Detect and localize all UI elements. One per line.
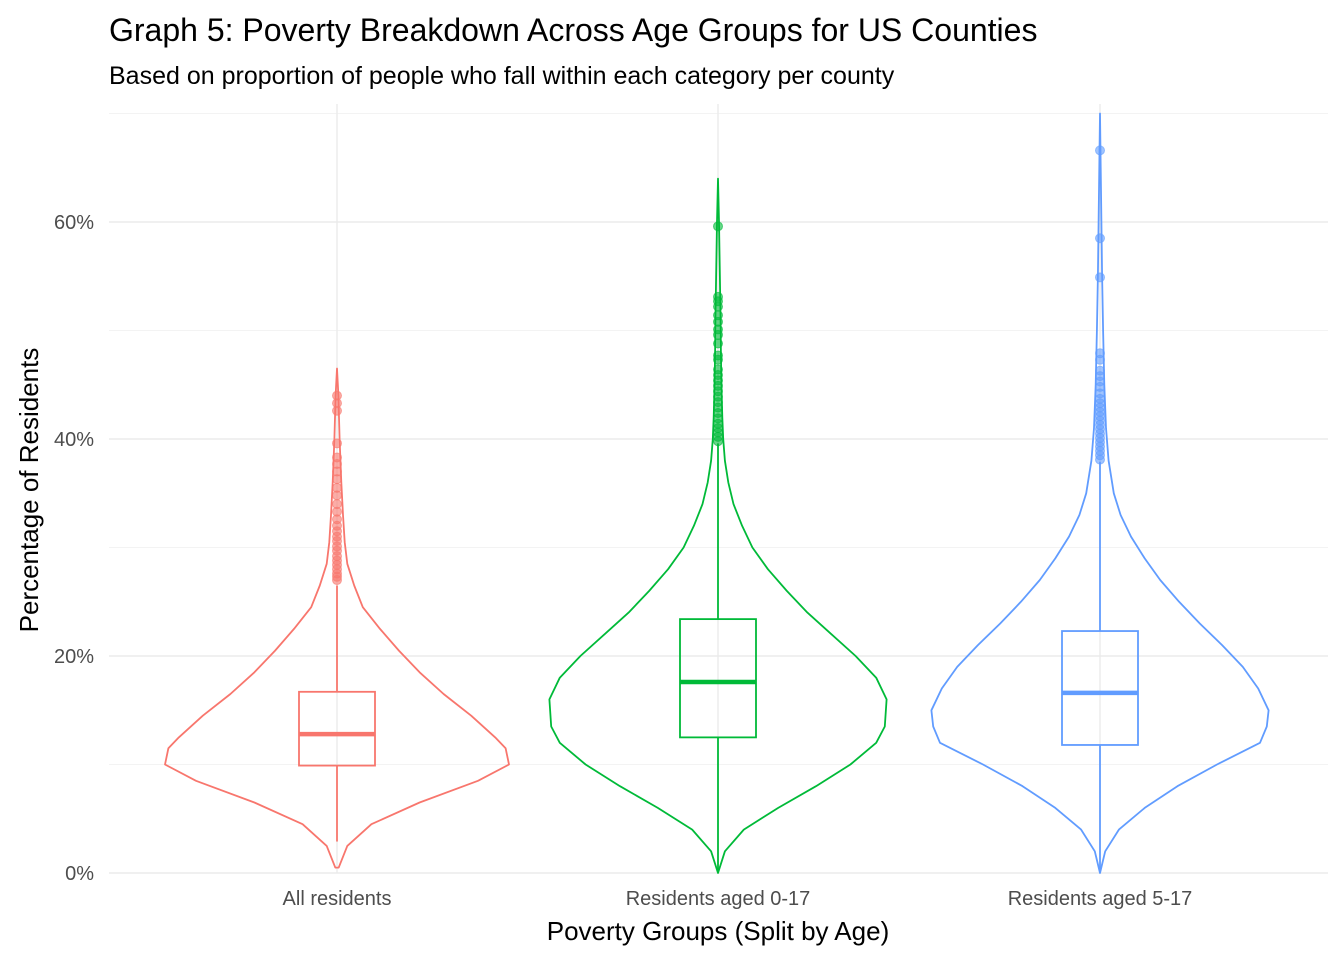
outlier-point [1095, 365, 1105, 376]
boxplots [298, 443, 1139, 873]
outlier-point [713, 310, 723, 321]
outlier-point [713, 291, 723, 302]
outlier-point [332, 438, 342, 449]
violins [164, 112, 1270, 874]
x-tick-label: Residents aged 0-17 [626, 888, 811, 910]
x-tick-label: All residents [283, 888, 392, 910]
outlier-points [332, 145, 1105, 586]
y-axis-title: Percentage of Residents [14, 348, 44, 633]
outlier-point [1095, 233, 1105, 244]
chart-title: Graph 5: Poverty Breakdown Across Age Gr… [109, 12, 1037, 48]
y-tick-label: 60% [54, 212, 94, 234]
outlier-point [1095, 145, 1105, 156]
x-tick-label: Residents aged 5-17 [1008, 888, 1193, 910]
outlier-point [332, 452, 342, 463]
y-tick-label: 40% [54, 429, 94, 451]
box-iqr [1061, 630, 1139, 746]
violin-1 [164, 367, 510, 869]
outlier-point [713, 350, 723, 361]
y-axis-tick-labels: 0% 20% 40% 60% [54, 212, 94, 885]
outlier-point [332, 499, 342, 510]
y-tick-label: 0% [65, 863, 94, 885]
outlier-point [1095, 348, 1105, 359]
y-tick-label: 20% [54, 646, 94, 668]
x-axis-tick-labels: All residents Residents aged 0-17 Resident… [283, 888, 1193, 910]
chart-subtitle: Based on proportion of people who fall w… [109, 62, 895, 90]
outlier-point [713, 364, 723, 375]
x-axis-title: Poverty Groups (Split by Age) [547, 916, 889, 946]
outlier-point [332, 482, 342, 493]
outlier-point [713, 221, 723, 232]
box-iqr [679, 618, 757, 739]
violin-2 [548, 177, 888, 874]
box-iqr [298, 690, 376, 767]
outlier-point [713, 338, 723, 349]
outlier-point [1095, 272, 1105, 283]
outlier-point [332, 390, 342, 401]
violin-3 [930, 112, 1270, 874]
